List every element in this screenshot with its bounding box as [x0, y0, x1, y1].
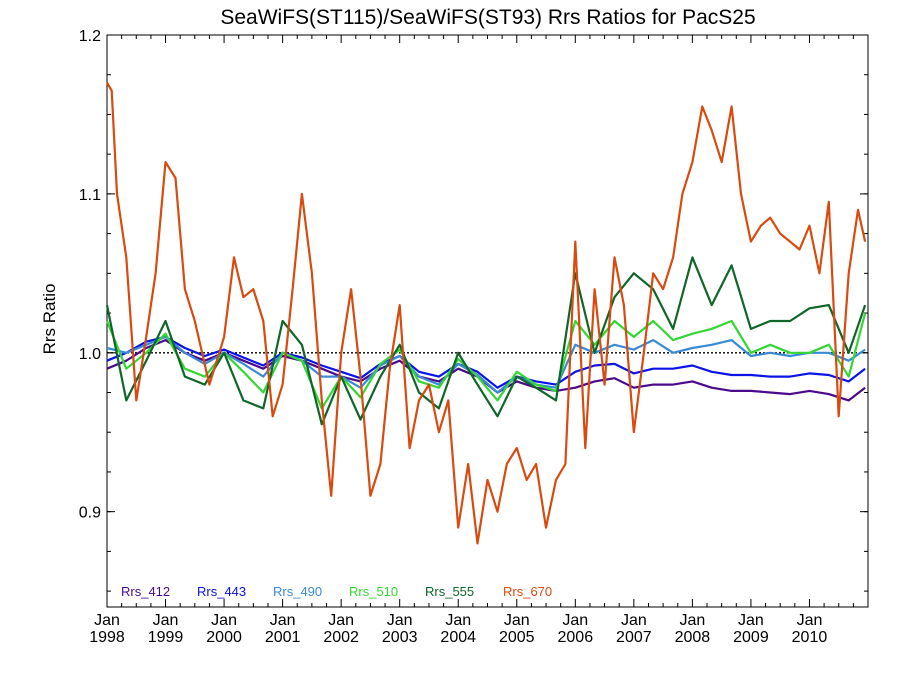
- x-tick-month: Jan: [94, 612, 120, 629]
- x-tick-year: 2009: [733, 629, 769, 646]
- legend-item-rrs-443: Rrs_443: [197, 584, 246, 599]
- y-axis-label: Rrs Ratio: [40, 284, 59, 355]
- y-tick-label: 1.0: [79, 346, 101, 363]
- series-line-rrs-443: [106, 335, 866, 389]
- x-tick-month: Jan: [387, 612, 413, 629]
- x-tick-year: 1998: [89, 629, 125, 646]
- x-tick-month: Jan: [562, 612, 588, 629]
- legend-item-rrs-670: Rrs_670: [503, 584, 552, 599]
- x-tick-year: 2008: [675, 629, 711, 646]
- series-line-rrs-670: [106, 82, 867, 545]
- plot-frame: [106, 34, 869, 608]
- chart-title: SeaWiFS(ST115)/SeaWiFS(ST93) Rrs Ratios …: [220, 6, 755, 29]
- y-tick-label: 0.9: [79, 505, 101, 522]
- legend: Rrs_412 Rrs_443 Rrs_490 Rrs_510 Rrs_555 Rrs_6…: [121, 584, 552, 599]
- x-tick-year: 2000: [206, 629, 242, 646]
- ticks-layer: 0.91.01.11.2Jan1998Jan1999Jan2000Jan2001…: [79, 28, 868, 646]
- x-tick-month: Jan: [153, 612, 179, 629]
- series-line-rrs-510: [105, 312, 867, 410]
- x-tick-year: 1999: [148, 629, 184, 646]
- x-tick-month: Jan: [621, 612, 647, 629]
- x-tick-year: 2001: [265, 629, 301, 646]
- x-tick-year: 2006: [558, 629, 594, 646]
- legend-item-rrs-510: Rrs_510: [349, 584, 398, 599]
- x-tick-year: 2003: [382, 629, 418, 646]
- legend-item-rrs-412: Rrs_412: [121, 584, 170, 599]
- x-tick-year: 2010: [792, 629, 828, 646]
- legend-item-rrs-555: Rrs_555: [425, 584, 474, 599]
- series-line-rrs-490: [106, 335, 866, 394]
- x-tick-month: Jan: [797, 612, 823, 629]
- x-tick-year: 2005: [499, 629, 535, 646]
- x-tick-month: Jan: [504, 612, 530, 629]
- x-tick-month: Jan: [679, 612, 705, 629]
- x-tick-year: 2004: [440, 629, 476, 646]
- x-tick-month: Jan: [328, 612, 354, 629]
- x-tick-year: 2002: [323, 629, 359, 646]
- y-tick-label: 1.2: [79, 28, 101, 45]
- x-tick-month: Jan: [445, 612, 471, 629]
- series-line-rrs-555: [105, 256, 867, 426]
- series-layer: [105, 82, 867, 545]
- legend-item-rrs-490: Rrs_490: [273, 584, 322, 599]
- x-tick-month: Jan: [211, 612, 237, 629]
- x-tick-month: Jan: [270, 612, 296, 629]
- y-tick-label: 1.1: [79, 187, 101, 204]
- x-tick-month: Jan: [738, 612, 764, 629]
- x-tick-year: 2007: [616, 629, 652, 646]
